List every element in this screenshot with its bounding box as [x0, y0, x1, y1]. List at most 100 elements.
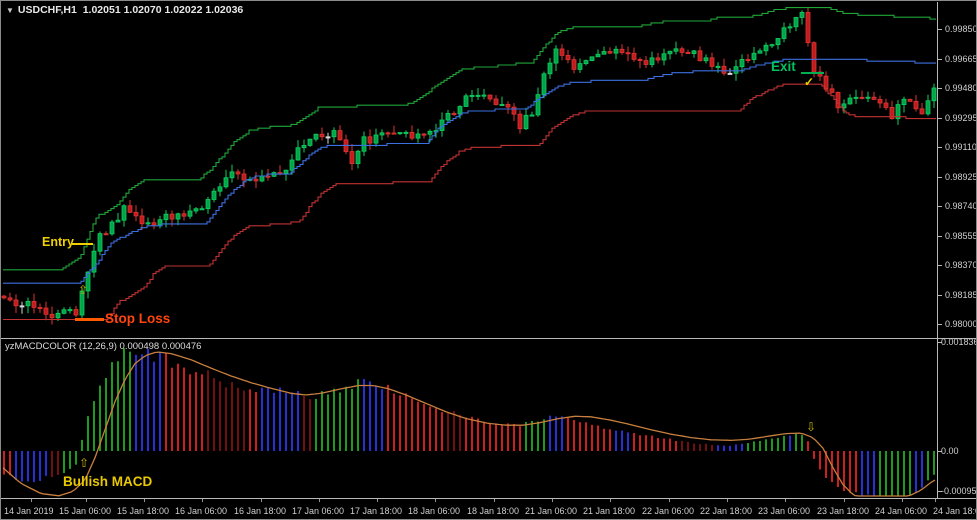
macd-histogram-bar	[435, 408, 437, 451]
candle	[523, 114, 529, 130]
macd-histogram-bar	[99, 385, 101, 451]
candle	[571, 59, 577, 70]
macd-histogram-bar	[849, 451, 851, 493]
macd-histogram-bar	[393, 393, 395, 451]
macd-histogram-bar	[867, 451, 869, 495]
candle	[577, 63, 583, 70]
candle	[667, 50, 673, 55]
macd-histogram-bar	[75, 451, 77, 465]
time-tick-mark	[610, 499, 611, 502]
macd-histogram-bar	[921, 451, 923, 488]
candle	[739, 58, 745, 68]
candle	[871, 96, 877, 100]
candle	[415, 133, 421, 139]
macd-histogram-bar	[219, 381, 221, 451]
macd-histogram-bar	[753, 441, 755, 451]
macd-histogram-bar	[93, 401, 95, 451]
macd-histogram-bar	[111, 362, 113, 451]
macd-histogram-bar	[243, 390, 245, 451]
price-axis-line	[937, 2, 938, 498]
candle	[607, 51, 613, 54]
macd-histogram-bar	[855, 451, 857, 493]
time-tick-mark	[144, 499, 145, 502]
candle	[757, 50, 763, 54]
candle	[883, 102, 889, 108]
candle-wick	[105, 231, 107, 236]
time-tick-mark	[319, 499, 320, 502]
main-chart-panel[interactable]	[1, 1, 937, 338]
candle-wick	[675, 41, 677, 55]
macd-histogram-bar	[231, 382, 233, 451]
candle	[529, 114, 535, 117]
candle	[367, 136, 373, 144]
candle	[139, 215, 145, 225]
candle	[697, 50, 703, 62]
price-tick-mark	[938, 118, 942, 119]
candle	[829, 88, 835, 93]
entry-line	[72, 243, 93, 245]
exit-line	[801, 72, 824, 74]
macd-histogram-bar	[795, 433, 797, 451]
exit-label: Exit	[771, 59, 796, 74]
stop-loss-line	[75, 318, 104, 321]
candle	[847, 97, 853, 105]
candle	[67, 309, 73, 312]
macd-histogram-bar	[627, 432, 629, 451]
price-tick-mark	[938, 177, 942, 178]
candle	[391, 132, 397, 135]
macd-histogram-bar	[345, 386, 347, 451]
candle	[913, 100, 919, 110]
macd-histogram-bar	[159, 352, 161, 451]
time-tick-mark	[377, 499, 378, 502]
candle	[907, 98, 913, 102]
macd-histogram-bar	[63, 451, 65, 474]
macd-histogram-bar	[861, 451, 863, 496]
price-tick-mark	[938, 147, 942, 148]
candle	[103, 233, 109, 236]
candle	[295, 147, 301, 161]
macd-histogram-bar	[825, 451, 827, 478]
time-tick-mark	[435, 499, 436, 502]
candle	[307, 138, 313, 146]
macd-histogram-bar	[207, 370, 209, 451]
macd-histogram-bar	[489, 423, 491, 451]
macd-histogram-bar	[33, 451, 35, 483]
ohlc-values: 1.02051 1.02070 1.02022 1.02036	[82, 4, 244, 16]
macd-histogram-bar	[519, 426, 521, 451]
macd-histogram-bar	[255, 392, 257, 451]
macd-histogram-bar	[147, 348, 149, 451]
time-tick-mark	[902, 499, 903, 502]
macd-histogram-bar	[411, 398, 413, 451]
macd-histogram-bar	[579, 422, 581, 451]
candle	[355, 150, 361, 164]
macd-histogram-bar	[363, 379, 365, 451]
time-tick-mark	[935, 499, 936, 502]
candle	[583, 60, 589, 65]
candle	[217, 186, 223, 192]
macd-histogram-bar	[417, 401, 419, 451]
macd-histogram-bar	[729, 445, 731, 451]
candle	[409, 131, 415, 139]
macd-histogram-bar	[375, 385, 377, 451]
candle	[865, 96, 871, 99]
candle	[493, 98, 499, 105]
candle	[157, 219, 163, 226]
candle-wick	[639, 57, 641, 69]
macd-histogram-bar	[267, 388, 269, 451]
candle	[1, 295, 7, 299]
candle	[715, 65, 721, 68]
bullish-macd-label: Bullish MACD	[63, 474, 153, 489]
macd-indicator-label: yzMACDCOLOR (12,26,9) 0.000498 0.000476	[5, 341, 202, 352]
entry-label: Entry	[42, 235, 74, 249]
macd-histogram-bar	[885, 451, 887, 496]
candle	[511, 106, 517, 115]
macd-histogram-bar	[441, 412, 443, 451]
price-tick-mark	[938, 236, 942, 237]
candle	[163, 213, 169, 221]
macd-histogram-bar	[915, 451, 917, 494]
macd-histogram-bar	[699, 444, 701, 451]
candle	[403, 131, 409, 134]
middle-band-line	[3, 58, 936, 284]
candle	[37, 306, 43, 309]
macd-histogram-bar	[81, 439, 83, 451]
